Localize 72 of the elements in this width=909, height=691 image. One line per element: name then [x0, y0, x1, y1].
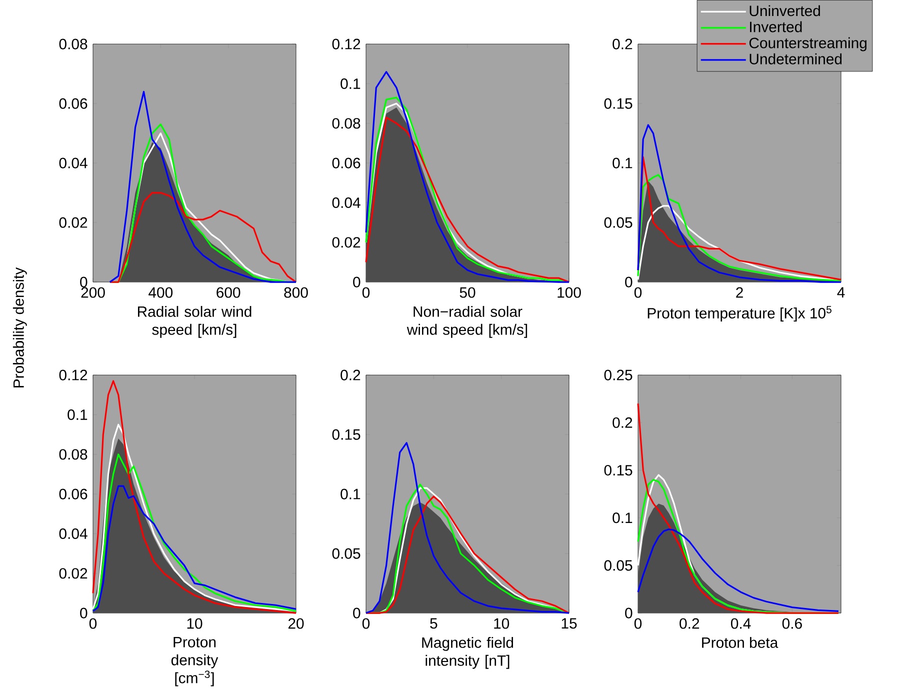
y-tick-label: 0.02 [332, 236, 360, 248]
y-tick-label: 0.06 [332, 158, 360, 168]
y-tick-label: 0 [625, 276, 632, 288]
x-tick-label: 0 [89, 618, 97, 629]
y-tick-label: 0.25 [604, 370, 632, 380]
y-tick-label: 0.15 [332, 429, 360, 440]
y-tick-label: 0.08 [59, 38, 88, 50]
y-tick-label: 0.02 [59, 217, 88, 228]
y-tick-label: 0.12 [332, 38, 360, 50]
y-tick-label: 0.05 [332, 548, 360, 559]
y-tick-label: 0.05 [604, 560, 632, 571]
y-tick-label: 0 [80, 608, 88, 618]
y-tick-label: 0.04 [59, 158, 88, 168]
line-series [92, 485, 297, 612]
x-tick-label: 100 [558, 287, 581, 298]
y-tick-label: 0.1 [68, 409, 88, 420]
x-axis-title: Radial solar wind speed [km/s] [138, 306, 252, 338]
y-tick-label: 0.1 [612, 512, 632, 524]
y-tick-label: 0.08 [59, 448, 88, 460]
legend-label: Uninverted [750, 5, 820, 16]
y-tick-label: 0 [353, 276, 360, 288]
line-series [109, 192, 297, 283]
line-series [637, 528, 840, 612]
y-tick-label: 0 [625, 608, 632, 618]
x-tick-label: 0.2 [680, 618, 700, 629]
x-tick-label: 200 [81, 287, 105, 298]
x-tick-label: 5 [430, 618, 438, 629]
y-tick-label: 0.08 [332, 118, 360, 129]
x-tick-label: 0 [362, 287, 370, 298]
y-tick-label: 0 [80, 276, 88, 288]
y-tick-label: 0.2 [612, 417, 632, 428]
line-series [365, 442, 570, 614]
y-tick-label: 0.1 [612, 158, 632, 168]
x-axis-title: Proton beta [702, 636, 778, 648]
y-tick-label: 0.15 [604, 98, 632, 109]
y-tick-label: 0 [353, 608, 360, 618]
legend-label: Counterstreaming [749, 37, 866, 52]
x-tick-label: 10 [494, 618, 510, 629]
x-tick-label: 50 [460, 287, 476, 298]
x-tick-label: 400 [148, 287, 173, 298]
y-tick-label: 0.05 [604, 217, 632, 228]
y-tick-label: 0.2 [340, 370, 360, 380]
x-axis-title: Proton density [cm$^{−3}$] [171, 636, 218, 686]
x-axis-title: Proton temperature [K]x 10$^{5}$ [648, 306, 832, 322]
y-tick-label: 0.04 [59, 528, 88, 539]
x-tick-label: 0.6 [782, 618, 802, 629]
y-tick-label: 0.06 [59, 98, 88, 109]
y-tick-label: 0.12 [59, 370, 88, 380]
x-tick-label: 2 [736, 287, 743, 298]
x-tick-label: 4 [837, 287, 845, 298]
x-tick-label: 0 [362, 618, 370, 629]
y-tick-label: 0.1 [340, 488, 360, 500]
y-tick-label: 0.2 [612, 38, 632, 50]
x-tick-label: 20 [288, 618, 304, 629]
x-tick-label: 0 [634, 618, 642, 629]
x-tick-label: 800 [284, 287, 308, 298]
y-axis-title: Probability density [12, 267, 27, 388]
x-tick-label: 15 [562, 618, 577, 629]
x-tick-label: 10 [187, 618, 202, 629]
y-tick-label: 0.06 [59, 488, 88, 500]
x-axis-title: Magnetic field intensity [nT] [422, 636, 514, 669]
x-tick-label: 0.4 [730, 618, 751, 629]
y-tick-label: 0.15 [604, 464, 632, 476]
legend-label: Undetermined [750, 53, 842, 64]
x-tick-label: 0 [634, 287, 642, 298]
x-tick-label: 600 [216, 287, 240, 298]
x-axis-title: Non−radial solar wind speed [km/s] [406, 306, 528, 338]
y-tick-label: 0.04 [332, 197, 360, 208]
legend-label: Inverted [750, 21, 802, 32]
line-series [92, 380, 297, 614]
y-tick-label: 0.1 [340, 78, 360, 89]
y-tick-label: 0.02 [59, 568, 88, 579]
